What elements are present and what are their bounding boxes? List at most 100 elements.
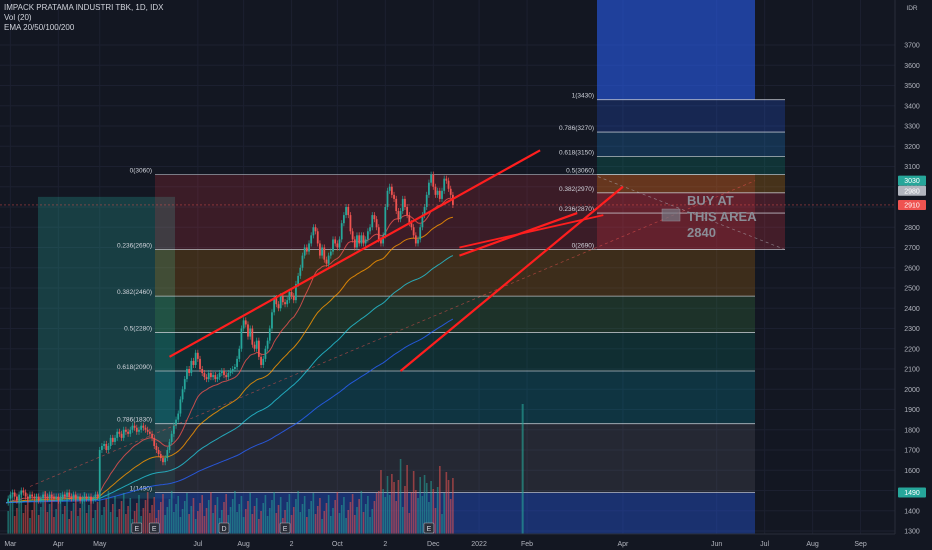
candle-body xyxy=(72,494,75,499)
volume-bar xyxy=(386,476,389,534)
price-badge xyxy=(898,175,926,186)
channel-mid-extension[interactable] xyxy=(459,214,604,249)
volume-bar xyxy=(129,498,132,534)
candle-body xyxy=(393,194,395,199)
candle-body xyxy=(109,437,112,446)
candle-body xyxy=(399,211,402,220)
volume-bar xyxy=(288,494,291,534)
candle-body xyxy=(33,496,36,499)
volume-bar xyxy=(388,495,391,534)
volume-bar xyxy=(321,519,323,534)
volume-bar xyxy=(299,512,302,534)
fib-ext-band xyxy=(597,132,785,157)
candle-body xyxy=(179,399,182,414)
candle-body xyxy=(408,215,411,224)
candle-body xyxy=(438,190,441,199)
event-marker[interactable] xyxy=(218,522,230,534)
volume-bar xyxy=(138,495,140,534)
candle-body xyxy=(273,298,276,313)
candle-body xyxy=(77,496,79,499)
volume-bar xyxy=(133,511,136,534)
candle-body xyxy=(373,215,376,220)
candle-body xyxy=(31,494,34,497)
candle-body xyxy=(164,458,167,463)
volume-bar xyxy=(443,493,445,534)
time-tick-label: Sep xyxy=(854,541,867,548)
volume-bar xyxy=(277,505,280,534)
candle-body xyxy=(412,227,415,236)
volume-bar xyxy=(214,505,217,534)
volume-bar xyxy=(397,480,400,534)
event-marker[interactable] xyxy=(279,522,291,534)
volume-bar xyxy=(236,512,238,534)
volume-bar xyxy=(364,504,367,534)
price-tick-label: 1600 xyxy=(904,468,920,475)
candle-body xyxy=(144,427,147,430)
candle-body xyxy=(199,358,201,369)
volume-bar xyxy=(439,466,441,534)
volume-bar xyxy=(373,501,376,534)
candle-body xyxy=(264,348,267,359)
symbol-title[interactable]: IMPACK PRATAMA INDUSTRI TBK, 1D, IDX xyxy=(4,3,164,12)
candle-body xyxy=(382,235,385,244)
channel-lower-line[interactable] xyxy=(399,185,624,372)
event-marker[interactable] xyxy=(131,522,143,534)
candle-body xyxy=(133,425,136,428)
channel-upper-line[interactable] xyxy=(168,149,541,358)
candle-body xyxy=(223,371,225,376)
volume-bar xyxy=(310,501,312,534)
price-badge xyxy=(898,487,926,498)
candle-body xyxy=(266,340,269,349)
volume-bar xyxy=(399,459,402,534)
volume-bar xyxy=(308,509,310,534)
candle-body xyxy=(360,235,363,244)
candle-body xyxy=(430,174,432,183)
candle-body xyxy=(371,215,374,228)
candle-body xyxy=(419,227,422,240)
volume-bar xyxy=(35,494,38,534)
candle-body xyxy=(231,369,234,372)
volume-bar xyxy=(83,492,86,534)
buy-annotation-text: 2840 xyxy=(687,225,716,240)
time-tick-label: Aug xyxy=(806,541,819,548)
fib-ext-band xyxy=(597,99,785,133)
event-marker-label: E xyxy=(427,526,432,533)
candle-body xyxy=(90,496,92,501)
candle-body xyxy=(297,275,300,284)
event-marker[interactable] xyxy=(423,522,435,534)
volume-bar xyxy=(103,507,105,534)
candle-body xyxy=(397,211,400,220)
volume-bar xyxy=(393,482,395,534)
volume-bar xyxy=(207,500,210,534)
time-tick-label: 2022 xyxy=(471,541,487,548)
volume-bar xyxy=(412,471,415,534)
candle-body xyxy=(168,441,171,450)
candle-body xyxy=(111,437,114,442)
volume-bar xyxy=(188,514,190,534)
candle-body xyxy=(35,496,38,499)
volume-bar xyxy=(360,491,363,534)
volume-bar xyxy=(120,501,123,534)
volume-bar xyxy=(229,507,232,534)
candle-body xyxy=(118,431,121,434)
volume-bar xyxy=(325,503,328,534)
event-marker[interactable] xyxy=(148,522,160,534)
volume-bar xyxy=(415,490,417,534)
ema-indicator-label[interactable]: EMA 20/50/100/200 xyxy=(4,23,75,32)
volume-bar xyxy=(238,504,241,534)
volume-bar xyxy=(114,496,116,534)
candle-body xyxy=(255,340,258,349)
candle-body xyxy=(172,425,175,434)
fib-band xyxy=(155,174,755,250)
volume-bar xyxy=(159,502,162,534)
volume-bar xyxy=(268,508,271,534)
volume-bar xyxy=(173,512,175,534)
volume-indicator-label[interactable]: Vol (20) xyxy=(4,13,32,22)
candle-body xyxy=(59,498,62,501)
annotation-box[interactable] xyxy=(661,208,681,222)
candle-body xyxy=(253,344,256,349)
candle-body xyxy=(125,429,127,432)
price-tick-label: 2000 xyxy=(904,387,920,394)
volume-bar xyxy=(290,515,293,534)
